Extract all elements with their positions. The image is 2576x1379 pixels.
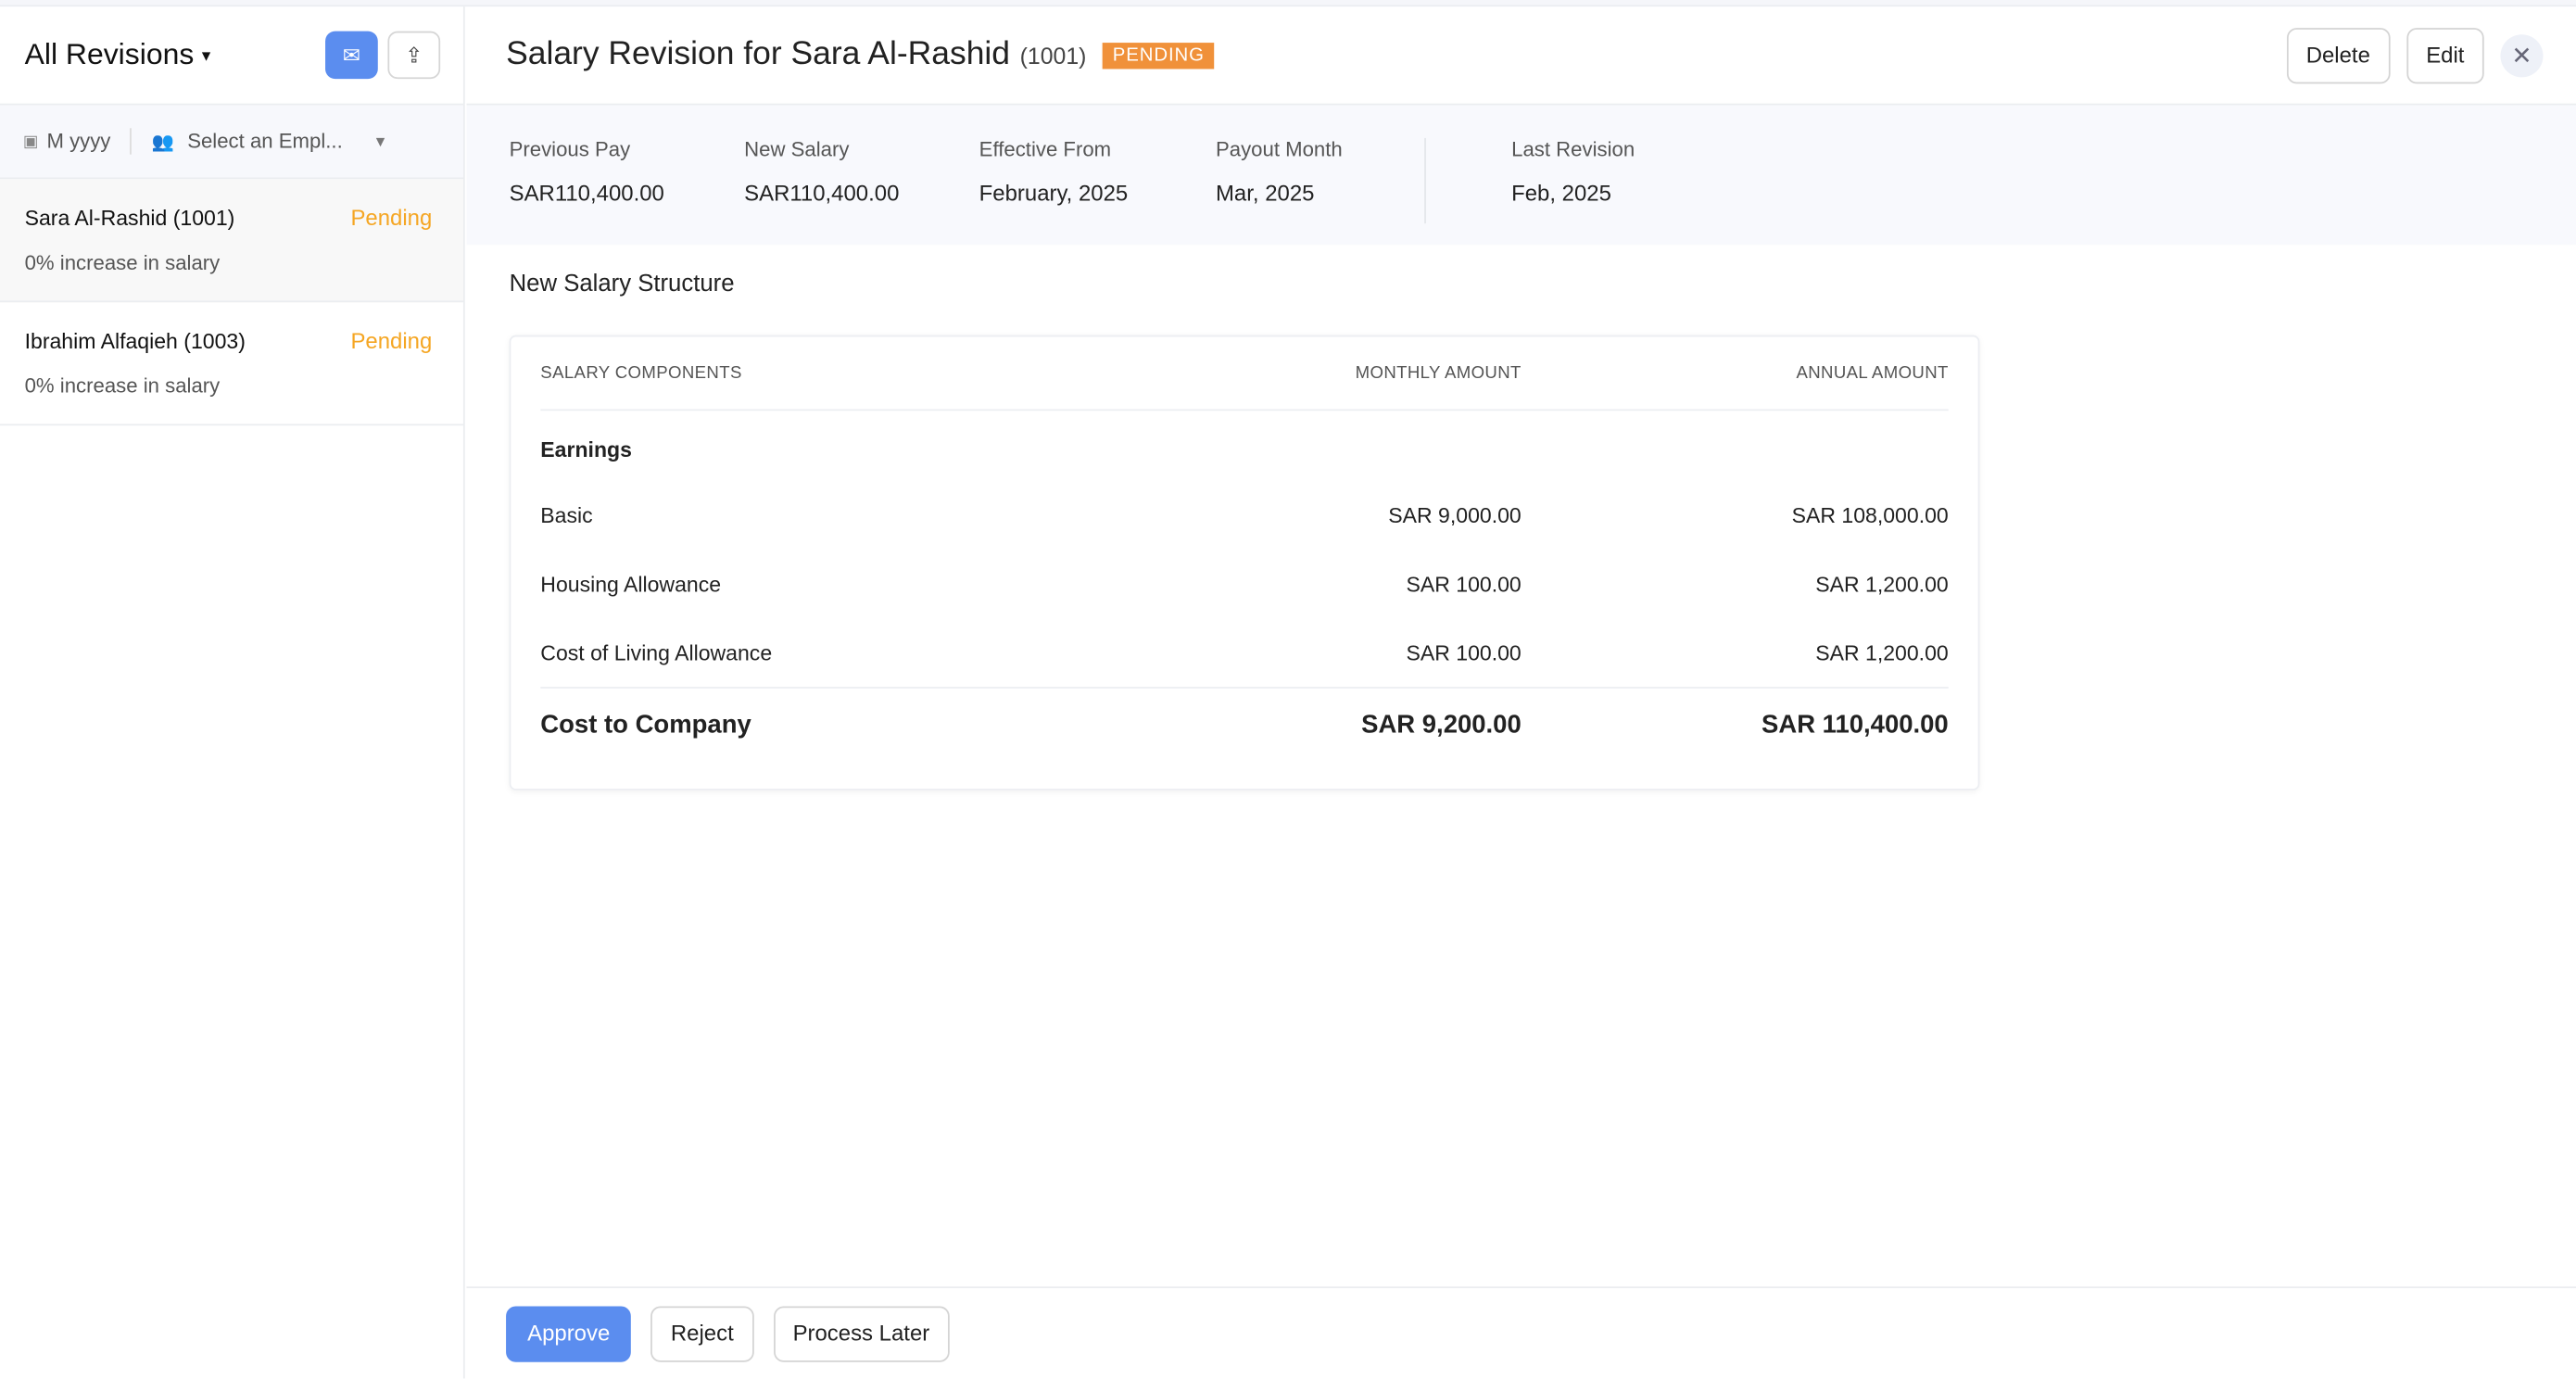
action-footer: Approve Reject Process Later [466, 1286, 2576, 1378]
component-name: Cost of Living Allowance [540, 639, 773, 665]
view-selector[interactable]: All Revisions ▼ [25, 38, 316, 72]
users-icon: 👥 [151, 132, 175, 152]
monthly-amount: SAR 9,000.00 [1388, 501, 1522, 527]
annual-amount: SAR 1,200.00 [1815, 571, 1949, 596]
summary-label: New Salary [744, 137, 850, 161]
table-row: Cost of Living Allowance SAR 100.00 SAR 1,… [540, 618, 1948, 687]
annual-amount: SAR 1,200.00 [1815, 639, 1949, 665]
upload-icon: ⇪ [405, 42, 423, 67]
reject-button[interactable]: Reject [650, 1305, 754, 1361]
column-header: ANNUAL AMOUNT [1796, 362, 1949, 384]
edit-button[interactable]: Edit [2406, 27, 2484, 83]
calendar-icon: ▣ [22, 132, 39, 151]
caret-down-icon: ▼ [198, 47, 214, 65]
group-heading: Earnings [540, 411, 1948, 479]
status-badge: PENDING [1103, 42, 1215, 69]
component-name: Housing Allowance [540, 571, 722, 596]
total-row: Cost to Company SAR 9,200.00 SAR 110,400.0… [540, 687, 1949, 764]
process-later-button[interactable]: Process Later [773, 1305, 950, 1361]
table-header: SALARY COMPONENTS MONTHLY AMOUNT ANNUAL … [540, 336, 1949, 411]
month-filter[interactable]: M yyyy [46, 130, 111, 153]
annual-amount: SAR 108,000.00 [1791, 501, 1949, 527]
revision-summary: Previous Pay SAR110,400.00 New Salary SAR1… [466, 105, 2576, 246]
summary-effective-from: Effective From February, 2025 [979, 138, 1216, 245]
sidebar: All Revisions ▼ ✉ ⇪ ▣ M yyyy 👥 Select an … [0, 6, 465, 1379]
employee-name: Sara Al-Rashid (1001) [24, 205, 235, 231]
item-subtitle: 0% increase in salary [24, 251, 221, 275]
export-button[interactable]: ⇪ [387, 31, 441, 80]
list-item[interactable]: Sara Al-Rashid (1001) Pending 0% increase… [0, 179, 463, 303]
delete-button[interactable]: Delete [2286, 27, 2391, 83]
summary-value: SAR110,400.00 [744, 181, 900, 206]
sidebar-header: All Revisions ▼ ✉ ⇪ [0, 6, 463, 106]
table-row: Housing Allowance SAR 100.00 SAR 1,200.00 [540, 549, 1948, 617]
column-header: MONTHLY AMOUNT [1355, 362, 1522, 384]
filter-bar: ▣ M yyyy 👥 Select an Empl... ▼ [0, 105, 463, 180]
monthly-amount: SAR 100.00 [1406, 639, 1522, 665]
employee-name: Ibrahim Alfaqieh (1003) [24, 328, 246, 354]
item-subtitle: 0% increase in salary [24, 374, 221, 399]
employee-id: (1001) [1019, 42, 1087, 69]
summary-label: Previous Pay [509, 137, 631, 161]
component-name: Basic [540, 501, 593, 527]
close-icon[interactable]: ✕ [2500, 33, 2544, 77]
table-row: Basic SAR 9,000.00 SAR 108,000.00 [540, 480, 1948, 549]
section-title: New Salary Structure [509, 271, 735, 297]
summary-last-revision: Last Revision Feb, 2025 [1511, 138, 1635, 245]
summary-value: February, 2025 [979, 181, 1129, 206]
mail-icon: ✉ [342, 42, 361, 67]
summary-previous-pay: Previous Pay SAR110,400.00 [510, 138, 745, 245]
summary-value: Mar, 2025 [1215, 181, 1315, 206]
summary-value: Feb, 2025 [1511, 181, 1611, 206]
email-button[interactable]: ✉ [325, 31, 378, 80]
status-text: Pending [350, 328, 433, 354]
list-item[interactable]: Ibrahim Alfaqieh (1003) Pending 0% increa… [0, 302, 463, 426]
approve-button[interactable]: Approve [506, 1305, 632, 1361]
total-annual: SAR 110,400.00 [1762, 711, 1949, 740]
top-strip [0, 0, 2576, 7]
status-text: Pending [350, 205, 433, 231]
divider [1424, 137, 1426, 224]
summary-payout-month: Payout Month Mar, 2025 [1216, 138, 1424, 245]
monthly-amount: SAR 100.00 [1406, 571, 1522, 596]
summary-label: Last Revision [1511, 137, 1635, 161]
employee-filter[interactable]: Select an Empl... [187, 130, 343, 153]
summary-new-salary: New Salary SAR110,400.00 [744, 138, 979, 245]
divider [130, 128, 133, 155]
total-monthly: SAR 9,200.00 [1361, 711, 1522, 740]
total-label: Cost to Company [540, 711, 751, 740]
view-title: All Revisions [24, 37, 195, 71]
summary-label: Effective From [979, 137, 1112, 161]
detail-panel: Salary Revision for Sara Al-Rashid (1001… [466, 6, 2576, 1378]
salary-structure-table: SALARY COMPONENTS MONTHLY AMOUNT ANNUAL … [509, 335, 1980, 791]
summary-value: SAR110,400.00 [509, 181, 664, 206]
group-label: Earnings [540, 436, 632, 462]
dropdown-arrow-icon[interactable]: ▼ [373, 133, 388, 150]
page-title: Salary Revision for Sara Al-Rashid [506, 36, 1011, 73]
detail-header: Salary Revision for Sara Al-Rashid (1001… [466, 6, 2576, 106]
column-header: SALARY COMPONENTS [540, 362, 742, 384]
summary-label: Payout Month [1215, 137, 1343, 161]
